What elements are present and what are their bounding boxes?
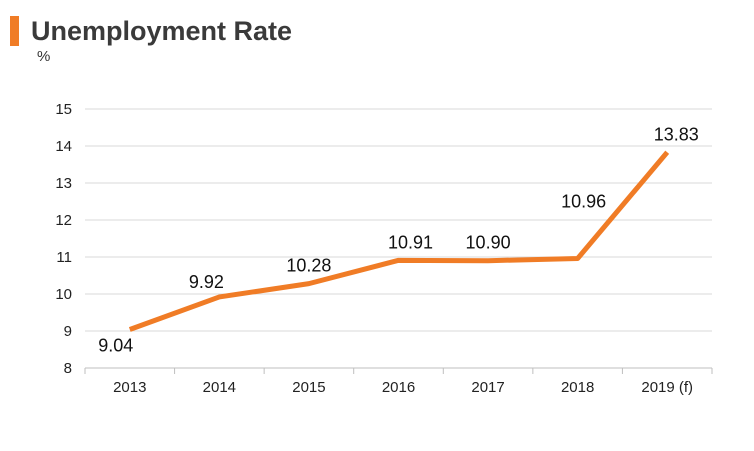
x-tick-label: 2016 — [382, 379, 415, 396]
x-tick-label: 2017 — [471, 379, 504, 396]
data-label: 10.28 — [286, 256, 331, 276]
y-tick-label: 11 — [56, 249, 72, 266]
title-accent-bar — [10, 16, 19, 46]
y-axis-ticks: 8 9 10 11 12 13 14 15 — [55, 101, 72, 377]
y-tick-label: 10 — [55, 286, 72, 303]
data-labels: 9.04 9.92 10.28 10.91 10.90 10.96 13.83 — [98, 124, 698, 355]
data-label: 9.92 — [189, 272, 224, 292]
y-tick-label: 13 — [55, 175, 72, 192]
series-unemployment — [128, 150, 670, 332]
chart-header: Unemployment Rate — [10, 14, 292, 48]
y-tick-label: 12 — [55, 212, 72, 229]
x-tick-label: 2018 — [561, 379, 594, 396]
x-tick-label: 2015 — [292, 379, 325, 396]
y-tick-label: 9 — [64, 323, 72, 340]
data-label: 10.96 — [561, 191, 606, 211]
data-label: 13.83 — [654, 124, 699, 144]
x-tick-label: 2014 — [203, 379, 236, 396]
y-axis-unit-label: % — [37, 48, 51, 65]
data-label: 9.04 — [98, 336, 133, 356]
chart-title: Unemployment Rate — [31, 15, 293, 46]
x-tick-label: 2013 — [113, 379, 146, 396]
data-label: 10.90 — [466, 233, 511, 253]
data-label: 10.91 — [388, 232, 433, 252]
y-tick-label: 15 — [55, 101, 72, 118]
y-tick-label: 8 — [64, 360, 72, 377]
y-tick-label: 14 — [55, 138, 72, 155]
x-axis-ticks: 2013 2014 2015 2016 2017 2018 2019 (f) — [84, 368, 713, 396]
x-tick-label: 2019 (f) — [641, 379, 693, 396]
